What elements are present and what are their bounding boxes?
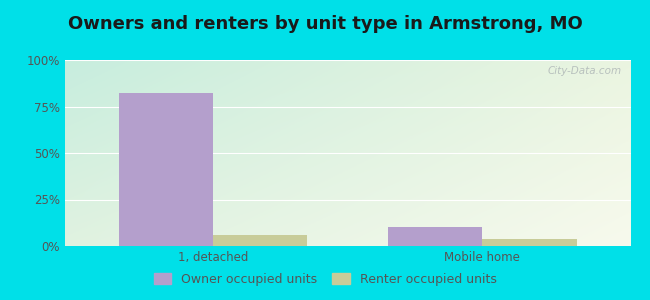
Bar	[388, 227, 482, 246]
Bar	[119, 94, 213, 246]
Bar	[213, 235, 307, 246]
Text: City-Data.com: City-Data.com	[548, 66, 622, 76]
Bar	[482, 238, 577, 246]
Legend: Owner occupied units, Renter occupied units: Owner occupied units, Renter occupied un…	[148, 268, 502, 291]
Text: Owners and renters by unit type in Armstrong, MO: Owners and renters by unit type in Armst…	[68, 15, 582, 33]
